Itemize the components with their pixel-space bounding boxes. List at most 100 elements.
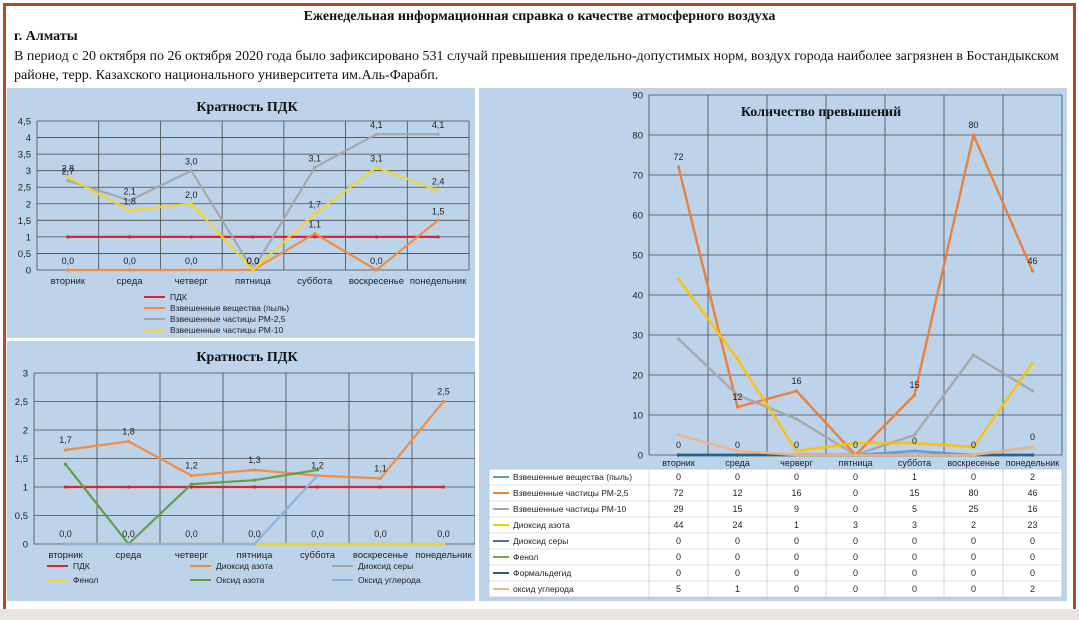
table-cell: 80 — [968, 488, 978, 498]
y-tick-label: 2,5 — [18, 183, 31, 194]
data-label: 0,0 — [247, 256, 260, 266]
x-tick-label: пятница — [237, 550, 274, 561]
data-label: 46 — [1027, 256, 1037, 266]
data-point — [912, 441, 917, 445]
chart-title: Кратность ПДК — [196, 350, 298, 365]
table-cell: 0 — [676, 536, 681, 546]
data-point — [63, 448, 68, 452]
data-point — [1030, 269, 1035, 273]
data-label: 0,0 — [185, 529, 198, 539]
data-point — [66, 268, 70, 272]
data-point — [252, 485, 257, 489]
y-tick-label: 50 — [632, 251, 643, 262]
data-point — [313, 231, 317, 236]
y-tick-label: 0,5 — [15, 511, 28, 522]
table-cell: 46 — [1027, 488, 1037, 498]
data-label: 0,0 — [437, 529, 450, 539]
table-cell: 5 — [676, 584, 681, 594]
table-cell: 0 — [676, 568, 681, 578]
data-label: 1,2 — [311, 461, 324, 471]
data-point — [374, 235, 379, 239]
data-point — [252, 478, 257, 482]
data-label: 2,7 — [62, 167, 75, 177]
table-cell: 3 — [853, 520, 858, 530]
data-point — [313, 235, 317, 239]
table-cell: 72 — [673, 488, 683, 498]
data-label: 3,1 — [308, 153, 321, 163]
legend-label: Диоксид серы — [358, 561, 413, 571]
data-point — [436, 218, 440, 222]
data-point — [252, 542, 257, 546]
data-label: 2,4 — [432, 177, 445, 187]
table-row-label: Взвешенные частицы РМ-2,5 — [513, 488, 629, 498]
report-summary: В период с 20 октября по 26 октября 2020… — [14, 49, 1059, 83]
y-tick-label: 2 — [23, 426, 28, 437]
table-cell: 0 — [853, 472, 858, 482]
y-tick-label: 0 — [638, 451, 643, 462]
data-label: 0,0 — [370, 256, 383, 266]
table-cell: 9 — [794, 504, 799, 514]
data-point — [251, 235, 255, 239]
x-tick-label: воскресенье — [947, 458, 999, 468]
table-cell: 0 — [735, 536, 740, 546]
table-cell: 0 — [735, 472, 740, 482]
table-cell: 0 — [971, 536, 976, 546]
legend-label: ПДК — [170, 292, 187, 302]
x-tick-label: черверг — [780, 458, 813, 468]
x-tick-label: среда — [725, 458, 750, 468]
data-point — [676, 165, 681, 169]
data-point — [735, 405, 740, 409]
data-point — [853, 453, 858, 457]
series-line-3 — [67, 166, 439, 272]
data-point — [378, 476, 383, 481]
data-point — [436, 188, 440, 193]
data-point — [66, 235, 70, 239]
data-label: 0,0 — [248, 529, 261, 539]
y-tick-label: 10 — [632, 411, 643, 422]
y-tick-label: 70 — [632, 171, 643, 182]
y-tick-label: 4 — [26, 133, 31, 144]
legend-label: Взвешенные частицы РМ-2,5 — [170, 314, 286, 324]
data-point — [436, 235, 440, 239]
data-point — [251, 268, 255, 272]
data-point — [971, 445, 976, 449]
data-point — [735, 449, 740, 453]
data-point — [912, 393, 917, 397]
data-point — [794, 449, 799, 453]
table-cell: 0 — [853, 568, 858, 578]
table-cell: 2 — [1030, 472, 1035, 482]
data-label: 2,0 — [185, 190, 198, 200]
city-name: г. Алматы — [14, 29, 78, 44]
data-label: 15 — [909, 380, 919, 390]
table-cell: 0 — [853, 536, 858, 546]
x-tick-label: суббота — [297, 276, 333, 287]
data-label: 0,0 — [123, 256, 136, 266]
y-tick-label: 3 — [23, 369, 28, 380]
table-cell: 0 — [676, 472, 681, 482]
table-cell: 0 — [971, 472, 976, 482]
data-point — [127, 235, 132, 239]
data-label: 1,1 — [374, 463, 387, 473]
table-row-label: Взвешенные частицы РМ-10 — [513, 504, 626, 514]
legend-label: Взвешенные вещества (пыль) — [170, 303, 289, 313]
legend-label: Взвешенные частицы РМ-10 — [170, 325, 283, 335]
table-cell: 0 — [912, 536, 917, 546]
data-point — [378, 485, 383, 489]
data-point — [126, 542, 131, 546]
table-cell: 0 — [1030, 552, 1035, 562]
table-row-label: Взвешенные вещества (пыль) — [513, 472, 632, 482]
data-label: 0,0 — [122, 529, 135, 539]
data-point — [912, 433, 917, 437]
data-point — [853, 441, 858, 445]
table-cell: 29 — [673, 504, 683, 514]
data-label: 0,0 — [247, 256, 260, 266]
legend-label: Диоксид азота — [216, 561, 273, 571]
table-cell: 25 — [968, 504, 978, 514]
x-tick-label: четверг — [175, 276, 209, 287]
data-label: 0,0 — [374, 529, 387, 539]
data-label: 0 — [1030, 432, 1035, 442]
y-tick-label: 60 — [632, 211, 643, 222]
table-cell: 2 — [971, 520, 976, 530]
data-label: 1,3 — [248, 455, 261, 465]
data-point — [676, 337, 681, 341]
